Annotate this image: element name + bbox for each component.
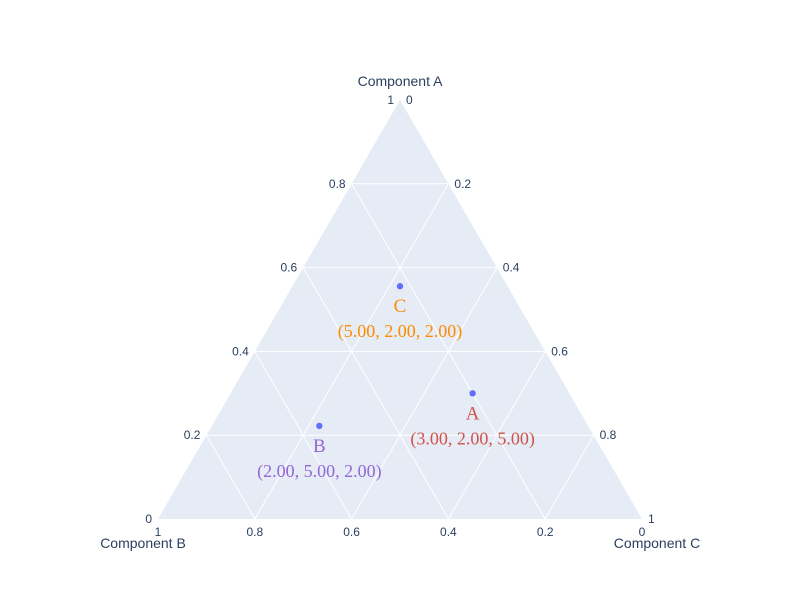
tick-a-1: 0.2 [184,428,201,442]
tick-c-4: 0.8 [600,428,617,442]
axis-b-title: Component B [100,535,186,551]
point-coords-C: (5.00, 2.00, 2.00) [338,321,463,342]
data-points: A (3.00, 2.00, 5.00) B (2.00, 5.00, 2.00) C (… [257,283,535,482]
point-label-C: C [394,296,407,317]
tick-c-3: 0.6 [551,344,568,358]
gridline-b-0.4 [302,267,449,520]
gridline-b-0.6 [254,351,353,520]
axis-a-title: Component A [358,73,443,89]
tick-a-5: 1 [387,93,394,107]
axis-c-title: Component C [614,535,700,551]
tick-a-4: 0.8 [329,177,346,191]
tick-c-1: 0.2 [454,177,471,191]
point-A [469,390,476,397]
gridlines [205,183,595,520]
point-B [316,422,323,430]
gridline-c-0.6 [447,351,546,520]
tick-labels: 0 0 0 0.2 0.2 0.2 0.4 0.4 0.4 0.6 0.6 0.6 0.8 0.8 0.8 1… [145,93,655,539]
tick-b-0: 0 [639,525,646,539]
tick-a-2: 0.4 [232,344,249,358]
point-coords-A: (3.00, 2.00, 5.00) [410,428,535,449]
tick-b-3: 0.6 [343,525,360,539]
gridline-b-0.8 [205,434,256,520]
tick-a-3: 0.6 [281,261,298,275]
tick-b-2: 0.4 [440,525,457,539]
tick-c-2: 0.4 [503,261,520,275]
ternary-plot-area [158,100,642,519]
point-C [396,283,404,290]
point-label-A: A [466,403,480,424]
point-coords-B: (2.00, 5.00, 2.00) [257,461,382,482]
gridline-c-0.8 [544,434,595,520]
tick-c-5: 1 [648,512,655,526]
tick-c-0: 0 [406,93,413,107]
tick-a-0: 0 [145,512,152,526]
tick-b-5: 1 [155,525,162,539]
tick-b-4: 0.8 [246,525,263,539]
point-label-B: B [313,436,326,457]
gridline-c-0.4 [351,267,498,520]
tick-b-1: 0.2 [537,525,554,539]
